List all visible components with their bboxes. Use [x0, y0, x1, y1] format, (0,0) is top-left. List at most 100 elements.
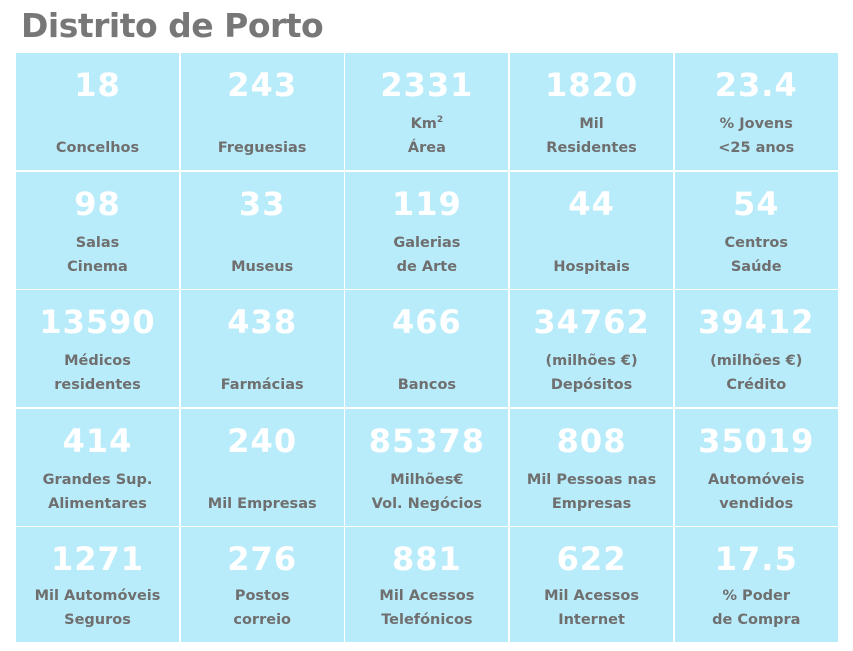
stat-label-line1: Automóveis: [675, 468, 838, 492]
stats-grid: 18 Concelhos 243 Freguesias 2331 Km2 Área 182…: [16, 53, 838, 642]
stat-value: 23.4: [714, 66, 798, 104]
stat-value: 808: [556, 421, 627, 460]
stat-cell: 881 Mil Acessos Telefónicos: [345, 527, 509, 642]
stat-label-line1: Mil Acessos: [345, 584, 508, 608]
stat-label-line2: Telefónicos: [381, 612, 473, 628]
stat-label-line1-text: Km: [410, 116, 437, 132]
stat-label: Km2 Área: [345, 112, 508, 160]
stat-label-line2: <25 anos: [718, 140, 795, 156]
stat-label-line1: Galerias: [345, 231, 508, 255]
stat-label: (milhões €) Depósitos: [510, 349, 673, 397]
stat-label: Farmácias: [181, 349, 344, 397]
stat-label: Milhões€ Vol. Negócios: [345, 468, 508, 516]
stat-value: 466: [391, 303, 462, 341]
stat-value: 44: [568, 184, 615, 223]
stat-cell: 54 Centros Saúde: [674, 171, 838, 289]
stat-label: Bancos: [345, 349, 508, 397]
stat-label: Médicos residentes: [16, 349, 179, 397]
stat-label-line2: Saúde: [730, 258, 782, 275]
stat-value: 17.5: [714, 540, 798, 578]
stat-label-line1-text: Mil Automóveis: [34, 588, 161, 604]
stat-label-line2: Farmácias: [220, 377, 304, 393]
stat-cell: 13590 Médicos residentes: [16, 290, 179, 407]
stat-label-line2: Vol. Negócios: [371, 495, 483, 512]
stat-label-line1: [345, 349, 508, 373]
stat-label: Salas Cinema: [16, 231, 179, 279]
stat-cell: 1271 Mil Automóveis Seguros: [16, 527, 179, 642]
stat-label-line1: Mil Automóveis: [16, 584, 179, 608]
stat-label-line1-text: Mil Acessos: [544, 588, 640, 604]
stat-cell: 35019 Automóveis vendidos: [674, 408, 838, 526]
stat-label-line2: Bancos: [397, 377, 457, 393]
stat-value: 54: [732, 184, 780, 223]
stat-label-line1: Médicos: [16, 349, 179, 373]
stat-label-line1-text: Centros: [724, 234, 788, 251]
stat-value: 438: [227, 303, 298, 341]
stat-cell: 414 Grandes Sup. Alimentares: [16, 408, 179, 526]
stat-label-line1: (milhões €): [510, 349, 673, 373]
stat-label: Mil Empresas: [181, 468, 344, 516]
page-title: Distrito de Porto: [21, 6, 324, 45]
stat-label: Freguesias: [181, 112, 344, 160]
stat-label-line2: Crédito: [726, 377, 787, 393]
stat-label-line1: Mil Acessos: [510, 584, 673, 608]
stat-label: Mil Residentes: [510, 112, 673, 160]
stat-label: (milhões €) Crédito: [675, 349, 838, 397]
stat-label-line2: de Compra: [712, 612, 801, 628]
stat-label: Centros Saúde: [675, 231, 838, 279]
stat-cell: 808 Mil Pessoas nas Empresas: [510, 408, 674, 526]
stat-value: 119: [391, 184, 462, 223]
stat-label-line2: Mil Empresas: [207, 495, 317, 512]
stat-value: 243: [227, 66, 298, 104]
stat-value: 39412: [698, 303, 815, 341]
stat-value: 622: [556, 540, 627, 578]
stat-value: 414: [62, 421, 133, 460]
stat-label: Grandes Sup. Alimentares: [16, 468, 179, 516]
stat-cell: 44 Hospitais: [510, 171, 674, 289]
stat-label-line1-text: Mil Pessoas nas: [526, 471, 657, 488]
stat-label-line2: Museus: [231, 258, 294, 275]
stat-value: 240: [227, 421, 298, 460]
stat-label-line1-text: % Poder: [722, 588, 791, 604]
stat-label: Galerias de Arte: [345, 231, 508, 279]
stat-value: 35019: [698, 421, 815, 460]
stat-cell: 17.5 % Poder de Compra: [674, 527, 838, 642]
stat-cell: 39412 (milhões €) Crédito: [674, 290, 838, 407]
stat-value: 13590: [39, 303, 156, 341]
stat-cell: 1820 Mil Residentes: [510, 53, 674, 170]
stat-label: Hospitais: [510, 231, 673, 279]
stat-label-line1-text: Mil: [579, 116, 604, 132]
stat-label-line1-text: Postos: [234, 588, 290, 604]
stat-value: 881: [391, 540, 462, 578]
stat-label-line1-text: (milhões €): [545, 353, 638, 369]
stat-label: % Jovens <25 anos: [675, 112, 838, 160]
stat-value: 276: [227, 540, 298, 578]
stat-cell: 240 Mil Empresas: [180, 408, 344, 526]
stat-label-line1-text: Mil Acessos: [379, 588, 475, 604]
stat-value: 2331: [380, 66, 474, 104]
stat-label: Mil Acessos Internet: [510, 584, 673, 632]
stat-cell: 85378 Milhões€ Vol. Negócios: [345, 408, 509, 526]
stat-value: 34762: [533, 303, 650, 341]
stat-label-line1-text: Médicos: [64, 353, 131, 369]
stat-label-line1-text: (milhões €): [710, 353, 803, 369]
stat-label-line1: (milhões €): [675, 349, 838, 373]
stat-label-line2: Internet: [558, 612, 625, 628]
stat-label: % Poder de Compra: [675, 584, 838, 632]
stat-label-line1: [181, 112, 344, 136]
stat-cell: 18 Concelhos: [16, 53, 179, 170]
stat-label-line2: residentes: [54, 377, 141, 393]
stat-label-line2: correio: [233, 612, 291, 628]
stat-cell: 466 Bancos: [345, 290, 509, 407]
stat-label: Postos correio: [181, 584, 344, 632]
stat-label-line1: Grandes Sup.: [16, 468, 179, 492]
stat-cell: 119 Galerias de Arte: [345, 171, 509, 289]
stat-cell: 243 Freguesias: [180, 53, 344, 170]
stat-label-line1: [181, 468, 344, 492]
stat-value: 85378: [368, 421, 486, 460]
stat-label-line1-text: % Jovens: [719, 116, 793, 132]
stat-cell: 438 Farmácias: [180, 290, 344, 407]
stat-label-line2: Residentes: [546, 140, 637, 156]
stat-label-line2: de Arte: [396, 258, 458, 275]
stat-cell: 276 Postos correio: [180, 527, 344, 642]
